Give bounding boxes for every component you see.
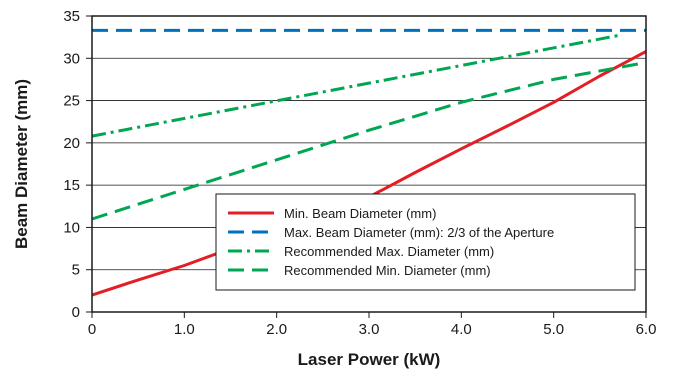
x-tick-label: 2.0: [266, 321, 287, 338]
x-axis-ticks: 0 1.0 2.0 3.0 4.0 5.0 6.0: [88, 312, 657, 338]
x-tick-label: 5.0: [543, 321, 564, 338]
x-tick-label: 3.0: [359, 321, 380, 338]
legend-box: [215, 193, 636, 291]
y-tick-label: 0: [72, 304, 80, 321]
y-tick-label: 10: [63, 219, 80, 236]
legend-label: Min. Beam Diameter (mm): [284, 206, 436, 221]
y-tick-label: 20: [63, 135, 80, 152]
y-tick-label: 25: [63, 93, 80, 110]
x-tick-label: 1.0: [174, 321, 195, 338]
x-tick-label: 0: [88, 321, 96, 338]
legend-label: Recommended Min. Diameter (mm): [284, 263, 491, 278]
series-line-4: [91, 61, 647, 221]
series-line-3: [91, 34, 619, 138]
x-axis-title: Laser Power (kW): [298, 350, 441, 369]
y-tick-label: 30: [63, 50, 80, 67]
y-tick-label: 5: [72, 262, 80, 279]
y-tick-label: 35: [63, 8, 80, 25]
x-tick-label: 4.0: [451, 321, 472, 338]
legend: Min. Beam Diameter (mm) Max. Beam Diamete…: [215, 193, 636, 291]
y-tick-label: 15: [63, 177, 80, 194]
legend-label: Max. Beam Diameter (mm): 2/3 of the Aper…: [284, 225, 554, 240]
y-axis-ticks: 0 5 10 15 20 25 30 35: [63, 8, 92, 321]
y-axis-title: Beam Diameter (mm): [12, 79, 31, 249]
x-tick-label: 6.0: [636, 321, 657, 338]
legend-label: Recommended Max. Diameter (mm): [284, 244, 494, 259]
